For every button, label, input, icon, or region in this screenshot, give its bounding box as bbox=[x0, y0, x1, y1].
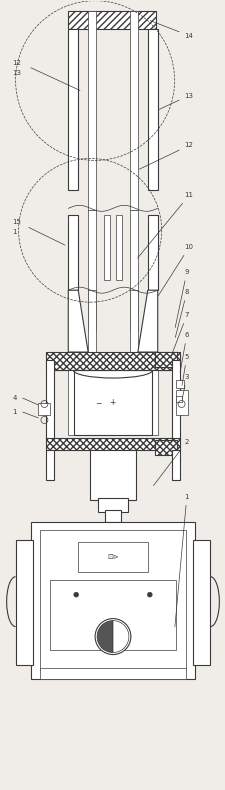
Bar bbox=[171, 360, 179, 440]
Bar bbox=[88, 11, 96, 210]
Text: +: + bbox=[108, 398, 115, 408]
Text: 12: 12 bbox=[13, 59, 21, 66]
Text: 1: 1 bbox=[13, 409, 17, 415]
Bar bbox=[16, 540, 33, 664]
Text: 3: 3 bbox=[181, 374, 188, 399]
Text: 13: 13 bbox=[13, 70, 22, 76]
Text: 4: 4 bbox=[13, 395, 17, 401]
Bar bbox=[46, 438, 179, 450]
Text: 7: 7 bbox=[170, 312, 188, 357]
Text: 10: 10 bbox=[158, 244, 193, 295]
Bar bbox=[68, 11, 155, 28]
Bar bbox=[129, 210, 137, 330]
Bar bbox=[147, 216, 157, 290]
Bar bbox=[151, 370, 157, 435]
Text: 13: 13 bbox=[159, 92, 193, 109]
Bar bbox=[129, 11, 137, 210]
Bar bbox=[175, 380, 183, 388]
Bar bbox=[46, 352, 179, 370]
Bar bbox=[154, 352, 176, 367]
Bar bbox=[88, 290, 96, 352]
Bar bbox=[68, 370, 74, 435]
Bar bbox=[105, 510, 120, 521]
Text: 14: 14 bbox=[150, 21, 193, 39]
Bar bbox=[40, 668, 185, 679]
Polygon shape bbox=[137, 290, 157, 352]
Bar bbox=[98, 498, 127, 512]
Bar bbox=[192, 540, 209, 664]
Bar bbox=[88, 210, 96, 330]
Bar bbox=[30, 521, 195, 679]
Bar bbox=[78, 542, 147, 572]
Text: ─: ─ bbox=[95, 398, 100, 408]
Bar bbox=[115, 216, 122, 280]
Text: 2: 2 bbox=[153, 439, 188, 486]
Bar bbox=[46, 360, 54, 440]
Text: 8: 8 bbox=[175, 289, 188, 337]
Bar bbox=[175, 396, 181, 402]
Bar bbox=[74, 370, 151, 435]
Wedge shape bbox=[112, 621, 128, 653]
Text: 11: 11 bbox=[137, 192, 193, 258]
Bar bbox=[147, 28, 157, 190]
Wedge shape bbox=[97, 621, 112, 653]
Bar bbox=[38, 403, 50, 415]
Bar bbox=[154, 440, 176, 455]
Bar bbox=[175, 390, 187, 415]
Text: 12: 12 bbox=[139, 142, 193, 169]
Circle shape bbox=[73, 592, 78, 597]
Circle shape bbox=[95, 619, 130, 655]
Bar bbox=[46, 450, 54, 480]
Circle shape bbox=[147, 592, 152, 597]
Text: 15: 15 bbox=[13, 220, 21, 225]
Text: 9: 9 bbox=[174, 269, 188, 327]
Text: ⊡⊳: ⊡⊳ bbox=[107, 554, 118, 560]
Text: 1: 1 bbox=[13, 229, 17, 235]
Text: 6: 6 bbox=[179, 332, 188, 372]
Text: 5: 5 bbox=[181, 354, 188, 386]
Bar bbox=[129, 290, 137, 352]
Bar bbox=[104, 216, 110, 280]
Bar bbox=[68, 216, 78, 290]
Bar bbox=[171, 450, 179, 480]
Bar bbox=[90, 450, 135, 500]
Text: 1: 1 bbox=[174, 494, 188, 626]
Bar bbox=[68, 28, 78, 190]
Bar bbox=[50, 580, 175, 649]
Polygon shape bbox=[68, 290, 88, 352]
Bar bbox=[40, 530, 185, 669]
